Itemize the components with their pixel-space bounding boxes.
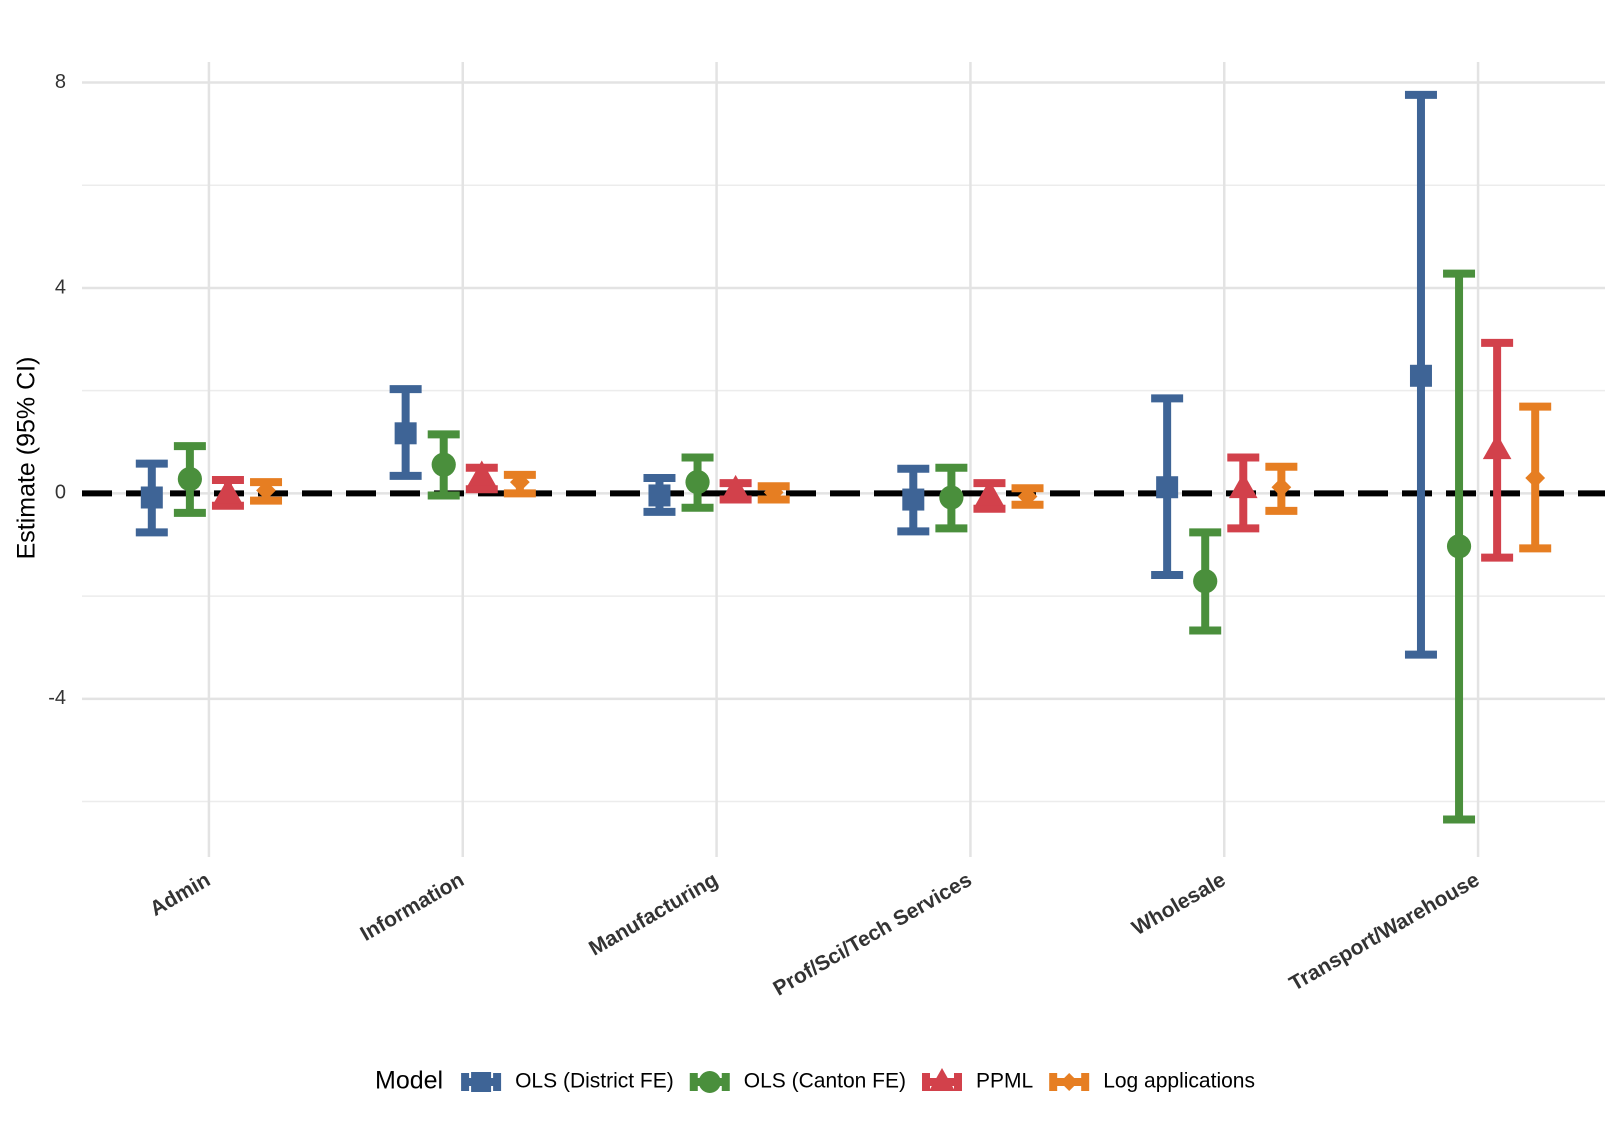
point <box>763 482 784 503</box>
legend-item: OLS (Canton FE) <box>689 1070 906 1093</box>
point <box>1228 472 1258 499</box>
y-tick-label: 0 <box>55 482 66 504</box>
x-tick-label: Transport/Warehouse <box>1286 868 1484 995</box>
point <box>1446 534 1472 559</box>
point <box>431 452 456 477</box>
point <box>1156 476 1179 499</box>
legend-label: OLS (Canton FE) <box>744 1070 906 1093</box>
point <box>394 422 417 445</box>
point <box>1017 486 1038 507</box>
y-axis-label: Estimate (95% CI) <box>13 357 41 560</box>
x-tick-label: Prof/Sci/Tech Services <box>769 868 975 1000</box>
legend-key-point <box>929 1068 955 1091</box>
point <box>1482 433 1512 460</box>
y-tick-label: -4 <box>48 687 66 709</box>
legend-key-point <box>698 1071 721 1093</box>
point <box>467 460 497 486</box>
x-tick-label: Information <box>356 868 468 946</box>
legend-key-point <box>471 1072 492 1092</box>
point <box>648 484 671 507</box>
point <box>177 466 202 492</box>
point <box>509 472 530 492</box>
point <box>975 480 1004 506</box>
point <box>140 486 163 509</box>
point <box>685 469 710 495</box>
point <box>1409 364 1432 387</box>
y-tick-label: 4 <box>55 276 66 298</box>
point <box>213 477 243 504</box>
legend-title: Model <box>375 1067 443 1095</box>
point <box>721 474 750 501</box>
x-tick-label: Wholesale <box>1128 868 1229 940</box>
point <box>1193 569 1218 594</box>
x-tick-label: Manufacturing <box>585 868 722 960</box>
x-tick-label: Admin <box>146 868 214 921</box>
legend-item: OLS (District FE) <box>461 1070 674 1093</box>
legend-item: Log applications <box>1049 1070 1255 1093</box>
legend-label: Log applications <box>1103 1070 1255 1093</box>
y-tick-label: 8 <box>55 71 66 93</box>
point <box>1271 477 1292 498</box>
point <box>939 485 964 510</box>
legend-label: PPML <box>976 1070 1033 1093</box>
point <box>256 480 276 501</box>
point <box>1525 468 1546 488</box>
legend-item: PPML <box>922 1068 1033 1093</box>
legend-label: OLS (District FE) <box>515 1070 674 1093</box>
legend-key-point <box>1060 1073 1079 1091</box>
point <box>902 488 925 511</box>
